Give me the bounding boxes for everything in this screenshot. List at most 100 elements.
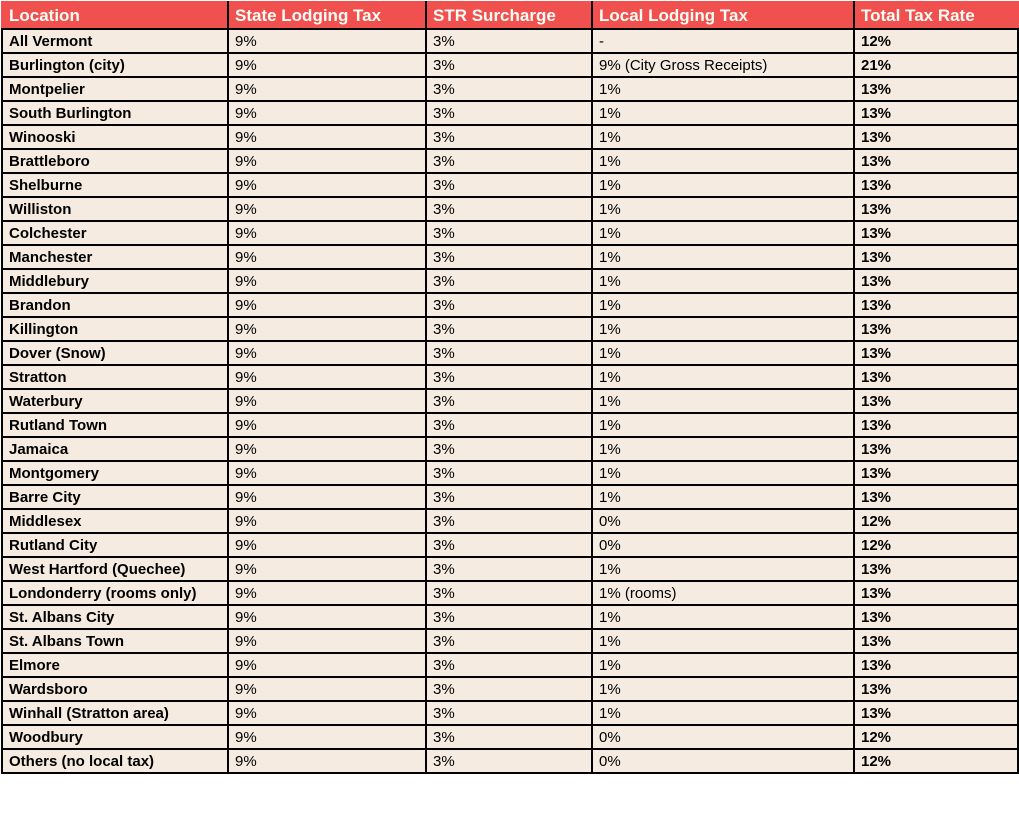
value-cell: 0% xyxy=(591,508,855,534)
location-cell: Rutland City xyxy=(1,532,229,558)
location-cell: St. Albans City xyxy=(1,604,229,630)
value-cell: 9% xyxy=(227,748,427,774)
column-header-location: Location xyxy=(1,1,229,30)
location-cell: St. Albans Town xyxy=(1,628,229,654)
value-cell: 9% xyxy=(227,532,427,558)
value-cell: 3% xyxy=(425,52,593,78)
location-cell: Montgomery xyxy=(1,460,229,486)
value-cell: 3% xyxy=(425,556,593,582)
location-cell: West Hartford (Quechee) xyxy=(1,556,229,582)
value-cell: 12% xyxy=(853,532,1019,558)
value-cell: 21% xyxy=(853,52,1019,78)
location-cell: Dover (Snow) xyxy=(1,340,229,366)
value-cell: 13% xyxy=(853,484,1019,510)
table-row: Rutland City 9% 3% 0% 12% xyxy=(1,532,1019,558)
value-cell: - xyxy=(591,28,855,54)
value-cell: 3% xyxy=(425,340,593,366)
table-row: Brandon 9% 3% 1% 13% xyxy=(1,292,1019,318)
value-cell: 1% xyxy=(591,628,855,654)
location-cell: Burlington (city) xyxy=(1,52,229,78)
table-row: South Burlington 9% 3% 1% 13% xyxy=(1,100,1019,126)
value-cell: 1% xyxy=(591,124,855,150)
value-cell: 13% xyxy=(853,268,1019,294)
value-cell: 3% xyxy=(425,220,593,246)
column-header-total-tax-rate: Total Tax Rate xyxy=(853,1,1019,30)
value-cell: 13% xyxy=(853,172,1019,198)
location-cell: Williston xyxy=(1,196,229,222)
value-cell: 1% xyxy=(591,340,855,366)
location-cell: Londonderry (rooms only) xyxy=(1,580,229,606)
location-cell: Winooski xyxy=(1,124,229,150)
value-cell: 3% xyxy=(425,460,593,486)
header-row: Location State Lodging Tax STR Surcharge Lo… xyxy=(1,1,1019,30)
value-cell: 9% xyxy=(227,52,427,78)
table-row: Montpelier 9% 3% 1% 13% xyxy=(1,76,1019,102)
value-cell: 3% xyxy=(425,100,593,126)
value-cell: 13% xyxy=(853,124,1019,150)
value-cell: 13% xyxy=(853,148,1019,174)
column-header-local-lodging-tax: Local Lodging Tax xyxy=(591,1,855,30)
value-cell: 9% xyxy=(227,124,427,150)
value-cell: 9% xyxy=(227,412,427,438)
value-cell: 13% xyxy=(853,628,1019,654)
table-row: Killington 9% 3% 1% 13% xyxy=(1,316,1019,342)
value-cell: 13% xyxy=(853,76,1019,102)
location-cell: Stratton xyxy=(1,364,229,390)
location-cell: Rutland Town xyxy=(1,412,229,438)
value-cell: 13% xyxy=(853,556,1019,582)
location-cell: Shelburne xyxy=(1,172,229,198)
table-row: Dover (Snow) 9% 3% 1% 13% xyxy=(1,340,1019,366)
value-cell: 13% xyxy=(853,700,1019,726)
table-row: Middlesex 9% 3% 0% 12% xyxy=(1,508,1019,534)
value-cell: 3% xyxy=(425,268,593,294)
table-row: Wardsboro 9% 3% 1% 13% xyxy=(1,676,1019,702)
value-cell: 9% xyxy=(227,700,427,726)
value-cell: 9% xyxy=(227,460,427,486)
value-cell: 0% xyxy=(591,748,855,774)
location-cell: All Vermont xyxy=(1,28,229,54)
value-cell: 1% xyxy=(591,436,855,462)
value-cell: 1% xyxy=(591,388,855,414)
value-cell: 12% xyxy=(853,724,1019,750)
value-cell: 3% xyxy=(425,292,593,318)
location-cell: Waterbury xyxy=(1,388,229,414)
value-cell: 3% xyxy=(425,124,593,150)
location-cell: Others (no local tax) xyxy=(1,748,229,774)
location-cell: Winhall (Stratton area) xyxy=(1,700,229,726)
table-row: Colchester 9% 3% 1% 13% xyxy=(1,220,1019,246)
value-cell: 9% xyxy=(227,604,427,630)
value-cell: 3% xyxy=(425,700,593,726)
value-cell: 1% xyxy=(591,676,855,702)
table-row: Elmore 9% 3% 1% 13% xyxy=(1,652,1019,678)
table-row: Manchester 9% 3% 1% 13% xyxy=(1,244,1019,270)
value-cell: 9% xyxy=(227,220,427,246)
value-cell: 3% xyxy=(425,652,593,678)
location-cell: Colchester xyxy=(1,220,229,246)
value-cell: 1% xyxy=(591,76,855,102)
value-cell: 9% xyxy=(227,436,427,462)
value-cell: 3% xyxy=(425,316,593,342)
value-cell: 13% xyxy=(853,412,1019,438)
value-cell: 1% xyxy=(591,196,855,222)
value-cell: 13% xyxy=(853,340,1019,366)
value-cell: 1% xyxy=(591,484,855,510)
value-cell: 9% (City Gross Receipts) xyxy=(591,52,855,78)
location-cell: Killington xyxy=(1,316,229,342)
location-cell: Elmore xyxy=(1,652,229,678)
location-cell: Middlesex xyxy=(1,508,229,534)
value-cell: 13% xyxy=(853,460,1019,486)
value-cell: 1% xyxy=(591,700,855,726)
table-row: Montgomery 9% 3% 1% 13% xyxy=(1,460,1019,486)
location-cell: Manchester xyxy=(1,244,229,270)
location-cell: Woodbury xyxy=(1,724,229,750)
value-cell: 9% xyxy=(227,148,427,174)
value-cell: 13% xyxy=(853,220,1019,246)
value-cell: 13% xyxy=(853,436,1019,462)
column-header-state-lodging-tax: State Lodging Tax xyxy=(227,1,427,30)
table-row: St. Albans City 9% 3% 1% 13% xyxy=(1,604,1019,630)
value-cell: 9% xyxy=(227,100,427,126)
value-cell: 1% xyxy=(591,412,855,438)
value-cell: 3% xyxy=(425,76,593,102)
value-cell: 3% xyxy=(425,388,593,414)
value-cell: 13% xyxy=(853,100,1019,126)
